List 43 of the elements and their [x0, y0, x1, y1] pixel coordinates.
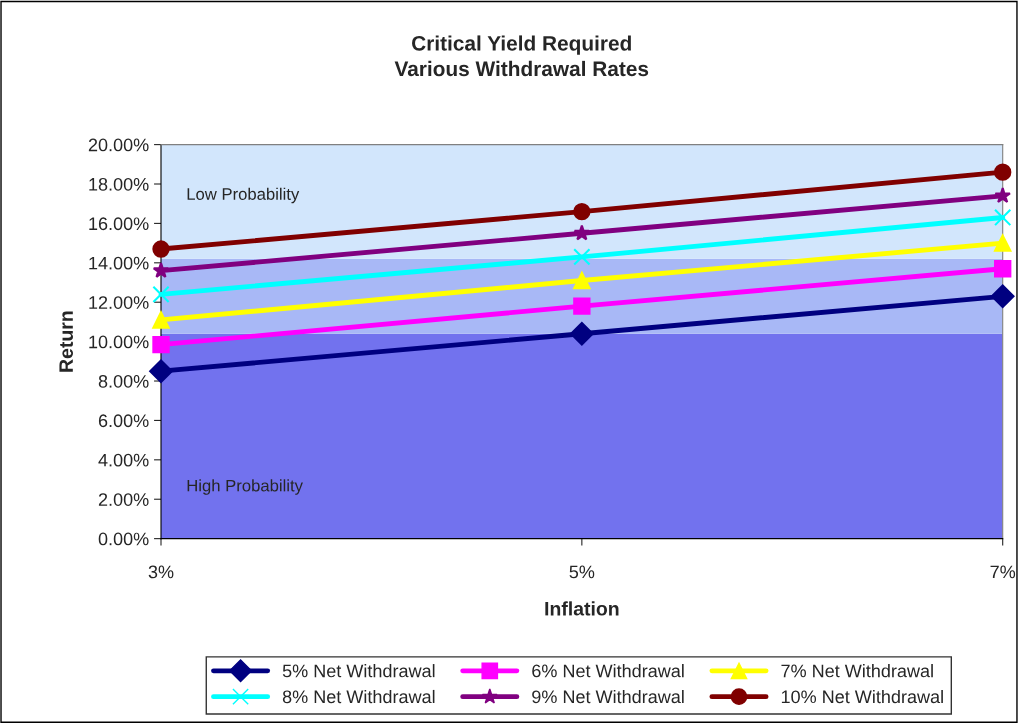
annotation: Low Probability — [187, 187, 300, 204]
y-tick-label: 20.00% — [88, 138, 149, 152]
point — [573, 224, 591, 241]
point — [994, 208, 1012, 227]
legend-label: 8% Net Withdrawal — [282, 689, 435, 704]
legend-label: 5% Net Withdrawal — [282, 664, 435, 678]
y-tick-label: 4.00% — [98, 453, 149, 467]
x-tick-label: 3% — [148, 565, 174, 579]
legend-label: 10% Net Withdrawal — [781, 689, 943, 704]
point — [149, 359, 173, 384]
legend-label: 7% Net Withdrawal — [781, 664, 933, 678]
point — [994, 260, 1012, 278]
x-tick-label: 5% — [569, 565, 595, 579]
y-tick-label: 0.00% — [98, 532, 149, 546]
legend-label: 6% Net Withdrawal — [532, 664, 684, 678]
legend-label: 9% Net Withdrawal — [532, 689, 684, 704]
chart-title: Critical Yield Required Various Withdrawal Rates — [394, 35, 649, 77]
y-tick-label: 14.00% — [89, 256, 149, 270]
y-tick-label: 12.00% — [89, 296, 149, 309]
annotation: High Probability — [187, 479, 303, 495]
point — [994, 187, 1011, 204]
point — [152, 240, 170, 258]
point — [573, 297, 591, 315]
point — [990, 284, 1015, 309]
point — [152, 335, 170, 354]
x-tick-label: 7% — [990, 565, 1016, 579]
point — [152, 285, 170, 304]
point — [573, 248, 591, 266]
y-tick-label: 2.00% — [98, 493, 149, 506]
y-axis-title: Return — [59, 311, 74, 372]
point — [152, 311, 170, 329]
y-tick-label: 18.00% — [89, 177, 149, 191]
point — [994, 234, 1012, 252]
point — [994, 163, 1012, 181]
y-tick-label: 8.00% — [98, 374, 149, 388]
point — [152, 262, 170, 278]
point — [573, 271, 591, 290]
point — [573, 202, 591, 221]
y-tick-label: 10.00% — [89, 335, 149, 349]
x-axis-title: Inflation — [545, 601, 619, 616]
y-tick-label: 6.00% — [98, 414, 149, 428]
point — [570, 321, 594, 346]
y-tick-label: 16.00% — [89, 217, 149, 231]
